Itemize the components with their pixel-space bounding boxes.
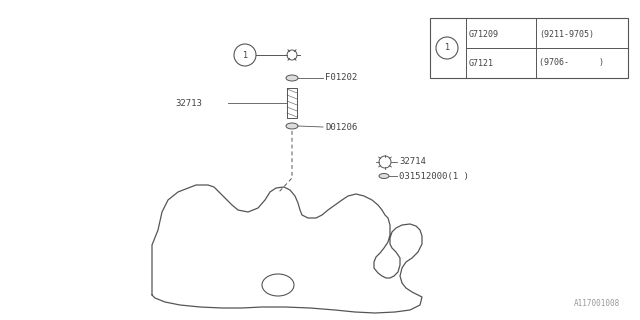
Text: 1: 1 xyxy=(243,51,248,60)
Text: 32713: 32713 xyxy=(175,99,202,108)
Text: 1: 1 xyxy=(444,44,450,52)
Text: 32714: 32714 xyxy=(399,157,426,166)
Text: D01206: D01206 xyxy=(325,123,357,132)
Ellipse shape xyxy=(286,75,298,81)
Ellipse shape xyxy=(286,123,298,129)
Text: G71209: G71209 xyxy=(469,30,499,39)
Text: (9211-9705): (9211-9705) xyxy=(539,30,594,39)
Text: 031512000(1 ): 031512000(1 ) xyxy=(399,172,469,180)
Text: (9706-      ): (9706- ) xyxy=(539,59,604,68)
Text: G7121: G7121 xyxy=(469,59,494,68)
Text: A117001008: A117001008 xyxy=(573,299,620,308)
Text: F01202: F01202 xyxy=(325,74,357,83)
Ellipse shape xyxy=(379,173,389,179)
Bar xyxy=(430,18,628,78)
